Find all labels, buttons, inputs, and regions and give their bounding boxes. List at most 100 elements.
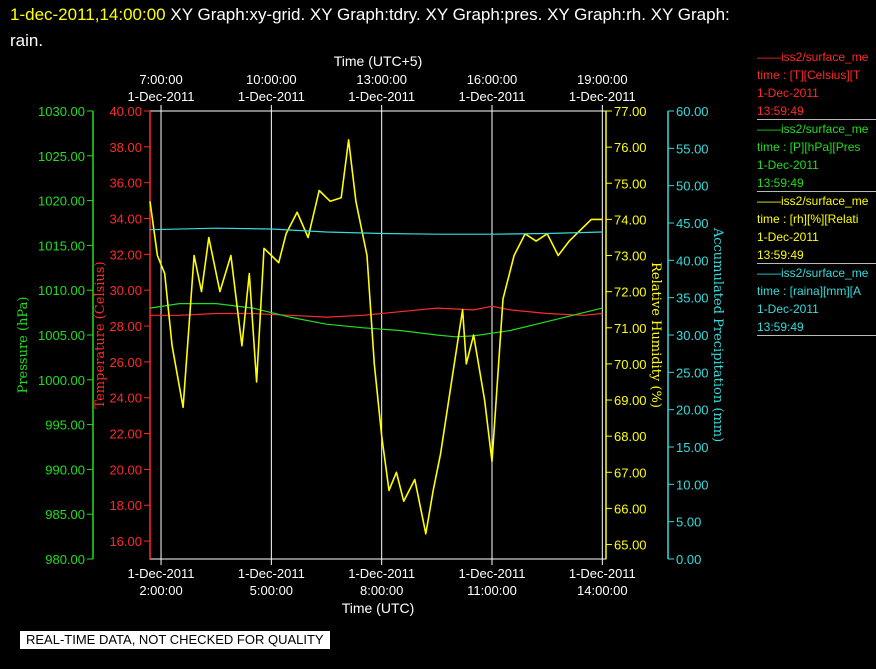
temperature-tick-label: 38.00 [109, 140, 142, 155]
temperature-series-line [150, 305, 603, 318]
legend-line3: 1-Dec-2011 [757, 230, 819, 244]
precipitation-tick-label: 0.00 [676, 552, 701, 567]
x-tick-date: 1-Dec-2011 [569, 566, 636, 581]
x-tick-time: 11:00:00 [467, 583, 517, 598]
graph-list: XY Graph:xy-grid. XY Graph:tdry. XY Grap… [170, 5, 730, 24]
top-tick-time: 10:00:00 [246, 72, 297, 87]
x-tick-date: 1-Dec-2011 [348, 566, 415, 581]
x-tick-date: 1-Dec-2011 [459, 566, 526, 581]
x-tick-time: 8:00:00 [360, 583, 403, 598]
pressure-tick-label: 1020.00 [38, 194, 85, 209]
humidity-tick-label: 66.00 [614, 501, 647, 516]
precipitation-axis-label: Accumulated Precipitation (mm) [710, 227, 725, 442]
legend-line2: time : [P][hPa][Pres [757, 140, 861, 154]
pressure-tick-label: 1005.00 [38, 328, 85, 343]
timestamp: 1-dec-2011,14:00:00 [10, 5, 166, 24]
temperature-tick-label: 36.00 [109, 176, 142, 191]
temperature-tick-label: 32.00 [109, 247, 142, 262]
pressure-axis-label: Pressure (hPa) [16, 297, 31, 394]
legend-line4: 13:59:49 [757, 176, 804, 190]
top-axis-label: Time (UTC+5) [334, 53, 423, 69]
quality-disclaimer: REAL-TIME DATA, NOT CHECKED FOR QUALITY [20, 631, 330, 649]
pressure-tick-label: 985.00 [45, 507, 85, 522]
legend-line3: 1-Dec-2011 [757, 86, 819, 100]
top-tick-date: 1-Dec-2011 [128, 89, 195, 104]
legend-line1: ——iss2/surface_me [757, 122, 869, 136]
temperature-tick-label: 24.00 [109, 391, 142, 406]
humidity-tick-label: 70.00 [614, 357, 647, 372]
precipitation-tick-label: 45.00 [676, 216, 709, 231]
legend-line4: 13:59:49 [757, 248, 804, 262]
legend-separator [757, 263, 876, 264]
precipitation-tick-label: 55.00 [676, 141, 709, 156]
top-tick-time: 13:00:00 [356, 72, 407, 87]
x-tick-time: 2:00:00 [139, 583, 182, 598]
humidity-tick-label: 67.00 [614, 465, 647, 480]
humidity-axis-label: Relative Humidity (%) [648, 262, 663, 408]
x-tick-date: 1-Dec-2011 [238, 566, 305, 581]
temperature-tick-label: 20.00 [109, 462, 142, 477]
top-tick-date: 1-Dec-2011 [348, 89, 415, 104]
legend-line3: 1-Dec-2011 [757, 158, 819, 172]
precipitation-tick-label: 10.00 [676, 477, 709, 492]
pressure-tick-label: 1015.00 [38, 238, 85, 253]
humidity-tick-label: 75.00 [614, 176, 647, 191]
humidity-tick-label: 76.00 [614, 140, 647, 155]
title-line: 1-dec-2011,14:00:00 XY Graph:xy-grid. XY… [10, 2, 860, 54]
temperature-tick-label: 40.00 [109, 104, 142, 119]
precipitation-tick-label: 35.00 [676, 291, 709, 306]
pressure-tick-label: 1025.00 [38, 149, 85, 164]
graph-list-continued: rain. [10, 31, 44, 50]
precipitation-tick-label: 5.00 [676, 515, 701, 530]
legend-separator [757, 335, 876, 336]
top-tick-date: 1-Dec-2011 [569, 89, 636, 104]
pressure-tick-label: 995.00 [45, 418, 85, 433]
precipitation-tick-label: 50.00 [676, 179, 709, 194]
x-tick-date: 1-Dec-2011 [128, 566, 195, 581]
top-tick-time: 16:00:00 [467, 72, 518, 87]
legend-separator [757, 119, 876, 120]
top-tick-date: 1-Dec-2011 [238, 89, 305, 104]
legend-line1: ——iss2/surface_me [757, 194, 869, 208]
humidity-tick-label: 65.00 [614, 538, 647, 553]
legend-line4: 13:59:49 [757, 320, 804, 334]
precipitation-tick-label: 30.00 [676, 328, 709, 343]
x-tick-time: 14:00:00 [577, 583, 628, 598]
legend-entry-temperature: ——iss2/surface_me time : [T][Celsius][T 1-… [757, 48, 876, 120]
legend-line3: 1-Dec-2011 [757, 302, 819, 316]
temperature-tick-label: 28.00 [109, 319, 142, 334]
top-tick-time: 7:00:00 [139, 72, 182, 87]
temperature-tick-label: 34.00 [109, 212, 142, 227]
pressure-series-line [149, 303, 603, 338]
temperature-tick-label: 30.00 [109, 283, 142, 298]
plot-frame [149, 110, 607, 560]
precipitation-tick-label: 60.00 [676, 104, 709, 119]
pressure-tick-label: 1010.00 [38, 283, 85, 298]
precipitation-tick-label: 40.00 [676, 253, 709, 268]
temperature-tick-label: 16.00 [109, 534, 142, 549]
top-tick-time: 19:00:00 [577, 72, 628, 87]
precipitation-tick-label: 25.00 [676, 365, 709, 380]
humidity-tick-label: 77.00 [614, 104, 647, 119]
top-tick-date: 1-Dec-2011 [459, 89, 526, 104]
humidity-series-line [149, 139, 603, 535]
x-tick-time: 5:00:00 [250, 583, 293, 598]
legend-line4: 13:59:49 [757, 104, 804, 118]
precipitation-tick-label: 20.00 [676, 403, 709, 418]
legend-line2: time : [rh][%][Relati [757, 212, 859, 226]
humidity-tick-label: 69.00 [614, 393, 647, 408]
humidity-tick-label: 68.00 [614, 429, 647, 444]
temperature-tick-label: 26.00 [109, 355, 142, 370]
pressure-tick-label: 1000.00 [38, 373, 85, 388]
legend-line1: ——iss2/surface_me [757, 266, 869, 280]
temperature-tick-label: 18.00 [109, 498, 142, 513]
humidity-tick-label: 74.00 [614, 212, 647, 227]
legend-line2: time : [raina][mm][A [757, 284, 862, 298]
temperature-tick-label: 22.00 [109, 427, 142, 442]
legend-separator [757, 191, 876, 192]
legend-line1: ——iss2/surface_me [757, 50, 869, 64]
pressure-tick-label: 990.00 [45, 462, 85, 477]
